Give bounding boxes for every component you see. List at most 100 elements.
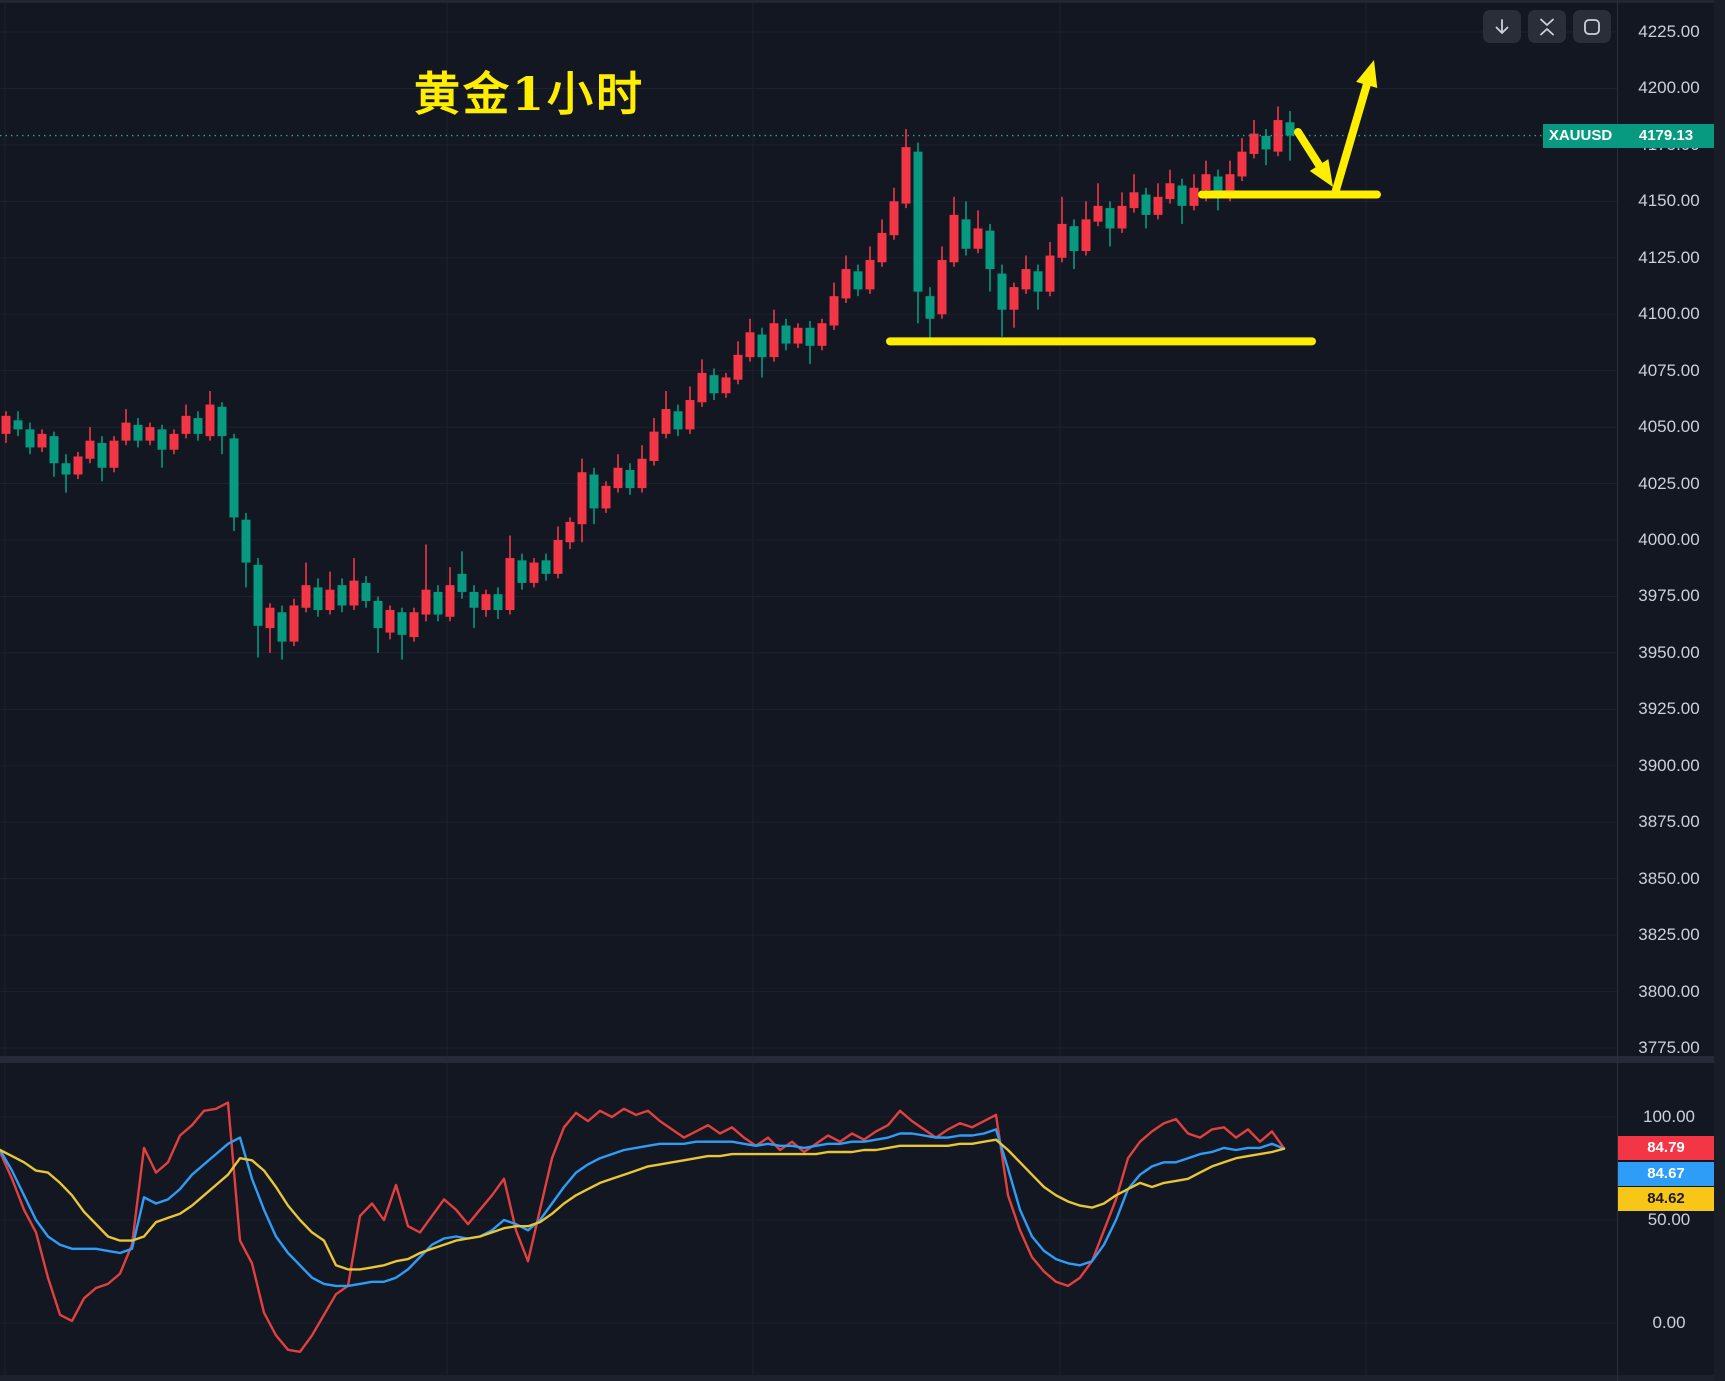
candle — [865, 246, 875, 294]
price-tick-label: 4150.00 — [1638, 191, 1700, 211]
candle — [469, 585, 479, 629]
candle — [841, 255, 851, 303]
price-tick-label: 3875.00 — [1638, 812, 1700, 832]
candle — [1009, 282, 1019, 328]
candle — [985, 223, 995, 292]
candle — [961, 201, 971, 256]
candle — [901, 129, 911, 209]
candle — [1261, 129, 1271, 166]
oscillator-tick-label: 0.00 — [1652, 1313, 1686, 1332]
oscillator-line-slow — [0, 1138, 1286, 1271]
price-tick-label: 3925.00 — [1638, 699, 1700, 719]
candle — [1237, 138, 1247, 182]
candle — [613, 454, 623, 493]
candle — [265, 603, 275, 653]
symbol-tag: XAUUSD — [1543, 123, 1618, 148]
candle — [577, 458, 587, 543]
oscillator-pane-canvas[interactable] — [0, 1063, 1617, 1381]
pane-divider[interactable] — [0, 1056, 1725, 1063]
last-price-badge: XAUUSD 4179.13 — [1543, 123, 1714, 148]
candle — [1285, 111, 1295, 161]
candle — [313, 578, 323, 617]
candle — [289, 598, 299, 647]
candle — [685, 386, 695, 434]
arrow-annotation[interactable] — [1294, 128, 1333, 187]
oscillator-line-fast — [0, 1101, 1286, 1353]
candle — [13, 411, 23, 437]
price-tick-label: 4025.00 — [1638, 473, 1700, 493]
price-tick-label: 3950.00 — [1638, 642, 1700, 662]
candle — [493, 587, 503, 620]
maximize-pane-button[interactable] — [1573, 10, 1611, 43]
candle — [625, 463, 635, 495]
bottom-edge — [0, 1375, 1725, 1381]
candle — [1057, 196, 1067, 263]
price-tick-label: 4125.00 — [1638, 247, 1700, 267]
candle — [781, 318, 791, 351]
candle — [325, 571, 335, 615]
collapse-pane-button[interactable] — [1528, 10, 1566, 43]
chart-title-annotation[interactable]: 黄金1小时 — [414, 67, 646, 121]
candle — [649, 418, 659, 466]
candle — [241, 512, 251, 588]
candle — [121, 409, 131, 446]
oscillator-value-badge: 84.62 — [1618, 1187, 1714, 1212]
price-tick-label: 4050.00 — [1638, 417, 1700, 437]
candle — [793, 323, 803, 349]
candle — [373, 596, 383, 653]
candle — [889, 187, 899, 240]
candle — [277, 605, 287, 660]
candle — [169, 429, 179, 455]
candle — [925, 287, 935, 342]
candle — [709, 368, 719, 401]
candle — [229, 433, 239, 531]
price-tick-label: 3850.00 — [1638, 868, 1700, 888]
candle — [565, 517, 575, 550]
candle — [733, 341, 743, 385]
candle — [1069, 219, 1079, 270]
candle — [181, 404, 191, 439]
candle — [913, 142, 923, 324]
candle — [1033, 264, 1043, 310]
candle — [1177, 178, 1187, 224]
candle — [337, 578, 347, 613]
candle — [49, 431, 59, 477]
price-tick-label: 4100.00 — [1638, 304, 1700, 324]
candle — [949, 196, 959, 267]
candle — [433, 585, 443, 622]
candle — [997, 264, 1007, 337]
candle — [193, 411, 203, 441]
candle — [109, 436, 119, 473]
candle — [1141, 187, 1151, 229]
candle — [145, 422, 155, 446]
candle — [529, 558, 539, 588]
candle — [553, 526, 563, 579]
oscillator-value-badge: 84.67 — [1618, 1161, 1714, 1186]
candle — [349, 558, 359, 610]
oscillator-line-mid — [0, 1128, 1286, 1288]
candle — [1021, 255, 1031, 294]
scroll-to-recent-button[interactable] — [1483, 10, 1521, 43]
right-edge — [1714, 0, 1725, 1381]
candle — [937, 246, 947, 319]
candle — [61, 454, 71, 493]
candle — [1249, 120, 1259, 159]
arrow-down-icon — [1495, 18, 1509, 34]
pane-top-border — [0, 0, 1725, 3]
arrow-annotation[interactable] — [1332, 60, 1378, 194]
candlestick-pane-canvas[interactable] — [0, 0, 1617, 1056]
candle — [385, 605, 395, 640]
candle — [1189, 174, 1199, 211]
candle — [97, 436, 107, 482]
candle — [301, 562, 311, 613]
candle — [25, 422, 35, 455]
price-tick-label: 4075.00 — [1638, 360, 1700, 380]
candle — [37, 429, 47, 452]
candle — [601, 481, 611, 513]
candle — [661, 390, 671, 439]
candle — [1, 411, 11, 443]
candle — [745, 318, 755, 362]
candle — [517, 553, 527, 590]
candle — [421, 544, 431, 622]
